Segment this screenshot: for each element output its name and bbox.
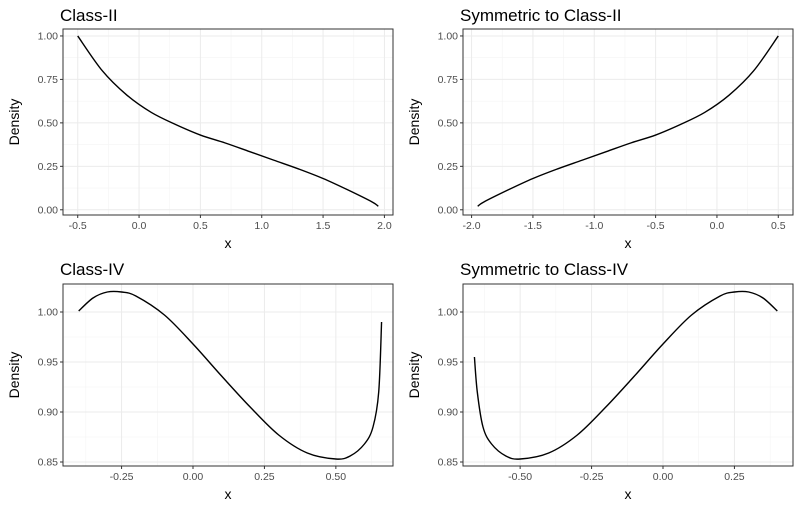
x-tick-label: -0.5	[647, 220, 665, 232]
panel-border	[462, 283, 794, 467]
x-tick-label: 0.00	[653, 471, 674, 483]
y-tick-label: 0.25	[38, 161, 59, 173]
y-tick-label: 0.00	[438, 204, 459, 216]
density-curve	[78, 290, 383, 460]
x-tick-label: -2.0	[463, 220, 481, 232]
x-axis-title: x	[225, 486, 232, 502]
x-tick-label: 0.0	[710, 220, 725, 232]
y-axis-title: Density	[406, 99, 422, 146]
x-axis-title: x	[625, 486, 632, 502]
y-tick-label: 1.00	[38, 30, 59, 42]
y-tick-label: 0.90	[38, 407, 59, 419]
panel-4: -0.50 -0.25 0.00 0.25 0.85 0.90 0.95 1.00 x Densi…	[406, 260, 794, 502]
x-tick-label: 2.0	[377, 220, 392, 232]
y-axis-title: Density	[6, 99, 22, 146]
x-tick-label: -1.0	[585, 220, 603, 232]
x-tick-label: -0.50	[508, 471, 532, 483]
x-tick-label: 0.5	[193, 220, 208, 232]
x-axis-title: x	[625, 235, 632, 251]
chart-title: Class-II	[60, 6, 118, 25]
panel-border	[462, 28, 794, 216]
y-tick-label: 0.85	[438, 457, 459, 469]
panel-2: -2.0 -1.5 -1.0 -0.5 0.0 0.5 0.00 0.25 0.50 0.75 1.…	[406, 6, 794, 251]
y-tick-label: 0.85	[38, 457, 59, 469]
x-tick-label: 0.5	[771, 220, 786, 232]
y-tick-label: 0.95	[438, 357, 459, 369]
chart-title: Symmetric to Class-II	[460, 6, 622, 25]
x-tick-label: 0.0	[132, 220, 147, 232]
y-tick-label: 0.75	[38, 74, 59, 86]
y-tick-label: 0.95	[38, 357, 59, 369]
chart-title: Symmetric to Class-IV	[460, 260, 629, 279]
x-tick-label: -1.5	[524, 220, 542, 232]
density-curve	[477, 35, 779, 207]
y-tick-label: 0.50	[38, 117, 59, 129]
panel-border	[62, 283, 394, 467]
chart-title: Class-IV	[60, 260, 125, 279]
y-axis-title: Density	[406, 352, 422, 399]
y-axis-title: Density	[6, 352, 22, 399]
y-tick-label: 0.75	[438, 74, 459, 86]
y-tick-label: 1.00	[438, 307, 459, 319]
x-tick-label: -0.25	[580, 471, 604, 483]
density-curve	[473, 290, 778, 460]
panel-1: -0.5 0.0 0.5 1.0 1.5 2.0 0.00 0.25 0.50 0.75 1.00 x…	[6, 6, 394, 251]
x-tick-label: 1.0	[254, 220, 269, 232]
y-tick-label: 0.25	[438, 161, 459, 173]
x-tick-label: 1.5	[316, 220, 331, 232]
x-tick-label: 0.00	[183, 471, 204, 483]
density-curve	[77, 35, 379, 207]
x-tick-label: 0.25	[254, 471, 275, 483]
x-tick-label: 0.25	[724, 471, 745, 483]
x-tick-label: -0.25	[110, 471, 134, 483]
panel-border	[62, 28, 394, 216]
panel-3: -0.25 0.00 0.25 0.50 0.85 0.90 0.95 1.00 x Densit…	[6, 260, 394, 502]
y-tick-label: 0.90	[438, 407, 459, 419]
y-tick-label: 0.50	[438, 117, 459, 129]
y-tick-label: 1.00	[438, 30, 459, 42]
y-tick-label: 0.00	[38, 204, 59, 216]
y-tick-label: 1.00	[38, 307, 59, 319]
x-tick-label: -0.5	[69, 220, 87, 232]
x-axis-title: x	[225, 235, 232, 251]
x-tick-label: 0.50	[326, 471, 347, 483]
